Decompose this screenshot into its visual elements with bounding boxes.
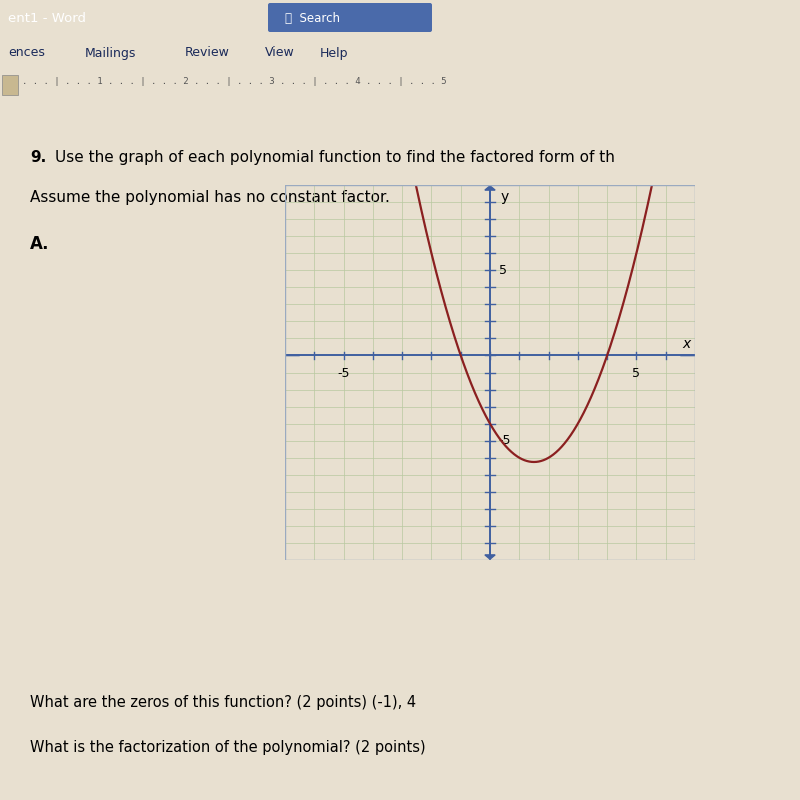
FancyBboxPatch shape xyxy=(268,3,432,32)
Text: Assume the polynomial has no constant factor.: Assume the polynomial has no constant fa… xyxy=(30,190,390,205)
Text: Help: Help xyxy=(320,46,349,59)
FancyArrow shape xyxy=(274,353,300,358)
Text: What is the factorization of the polynomial? (2 points): What is the factorization of the polynom… xyxy=(30,740,426,755)
Text: 5: 5 xyxy=(633,367,641,380)
Text: 9.: 9. xyxy=(30,150,46,165)
Text: ent1 - Word: ent1 - Word xyxy=(8,11,86,25)
Text: What are the zeros of this function? (2 points) (-1), 4: What are the zeros of this function? (2 … xyxy=(30,695,416,710)
Text: -5: -5 xyxy=(338,367,350,380)
Text: Mailings: Mailings xyxy=(85,46,136,59)
FancyArrow shape xyxy=(485,186,495,202)
Text: -5: -5 xyxy=(498,434,511,447)
Text: y: y xyxy=(500,190,509,204)
FancyArrow shape xyxy=(680,353,706,358)
Bar xyxy=(2,75,18,95)
Text: 5: 5 xyxy=(498,264,506,277)
Text: View: View xyxy=(265,46,294,59)
Text: A.: A. xyxy=(30,235,50,253)
Text: Review: Review xyxy=(185,46,230,59)
FancyArrow shape xyxy=(485,543,495,559)
Text: . . . | . . . 1 . . . | . . . 2 . . . | . . . 3 . . . | . . . 4 . . . | . . . 5: . . . | . . . 1 . . . | . . . 2 . . . | … xyxy=(22,78,446,86)
Text: x: x xyxy=(682,338,690,351)
Text: 🔍  Search: 🔍 Search xyxy=(285,11,340,25)
Text: ences: ences xyxy=(8,46,45,59)
Text: Use the graph of each polynomial function to find the factored form of th: Use the graph of each polynomial functio… xyxy=(55,150,615,165)
